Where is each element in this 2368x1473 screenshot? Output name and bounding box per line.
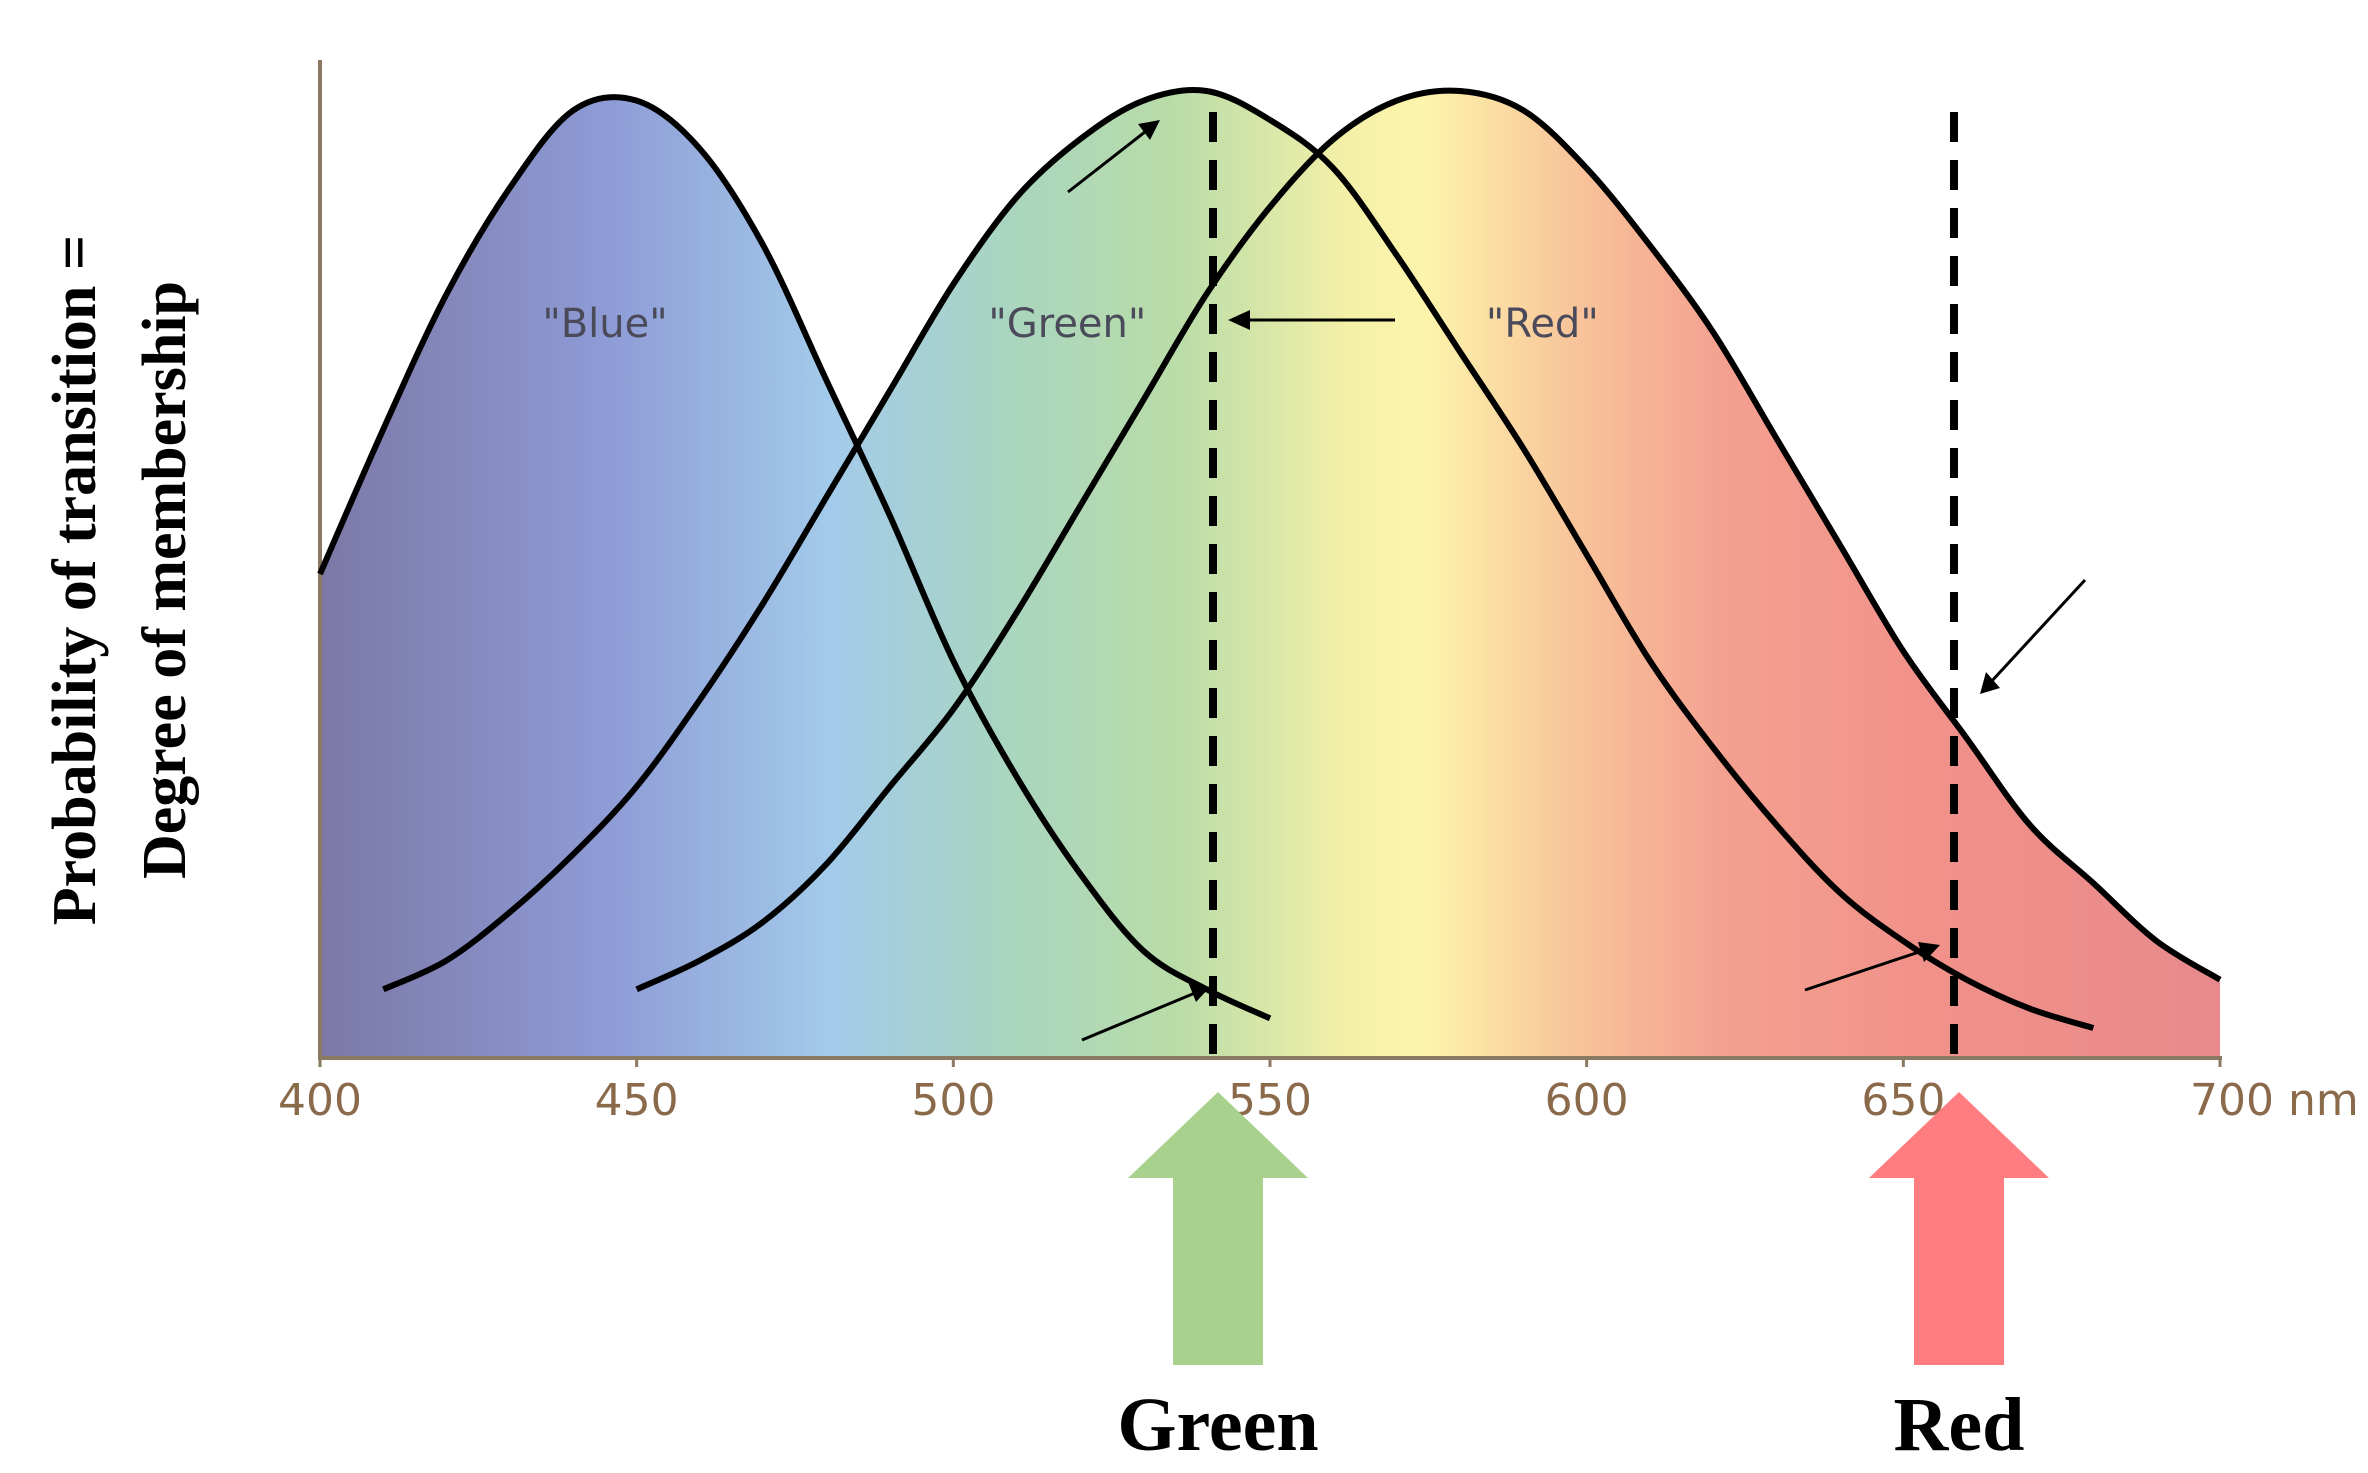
curve bbox=[317, 94, 1272, 1022]
y-label-line: Degree of membership bbox=[131, 281, 199, 879]
marker-arrow bbox=[1128, 1092, 1308, 1365]
y-label-line: Probability of transition = bbox=[41, 235, 109, 925]
curve-label: "Blue" bbox=[542, 301, 667, 347]
x-tick-label: 500 bbox=[911, 1075, 995, 1126]
curve-label: "Red" bbox=[1486, 301, 1599, 347]
pointer-arrows bbox=[1067, 126, 2087, 1042]
x-tick-label: 450 bbox=[595, 1075, 679, 1126]
y-axis-label: Probability of transition = Degree of me… bbox=[41, 235, 199, 925]
marker-arrow bbox=[1869, 1092, 2049, 1365]
x-tick-label: 600 bbox=[1545, 1075, 1629, 1126]
curve bbox=[635, 87, 2222, 993]
x-tick-label: 400 bbox=[278, 1075, 362, 1126]
x-tick-label: 650 bbox=[1861, 1075, 1945, 1126]
curve bbox=[382, 86, 2095, 1031]
x-tick-label: 700 nm bbox=[2190, 1075, 2359, 1126]
marker-label: Red bbox=[1894, 1383, 2025, 1467]
marker-label: Green bbox=[1117, 1383, 1318, 1467]
curve-label: "Green" bbox=[988, 301, 1146, 347]
